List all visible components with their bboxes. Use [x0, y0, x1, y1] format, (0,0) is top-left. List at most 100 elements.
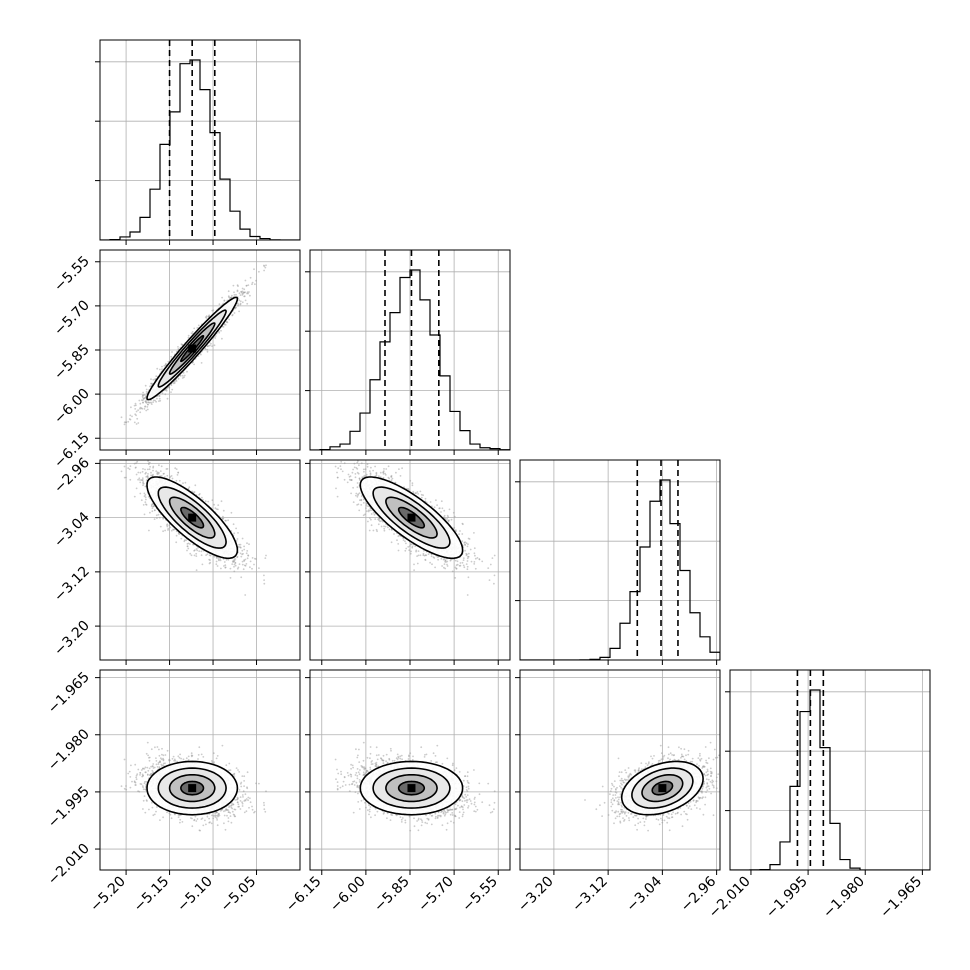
scatter-point: [135, 462, 138, 465]
scatter-point: [148, 529, 150, 532]
scatter-point: [164, 529, 167, 532]
scatter-point: [154, 399, 157, 402]
scatter-point: [150, 403, 153, 405]
scatter-point: [233, 559, 236, 562]
scatter-point: [167, 527, 170, 530]
scatter-point: [174, 467, 177, 470]
scatter-point: [142, 481, 145, 483]
scatter-point: [146, 406, 149, 408]
scatter-point: [232, 284, 235, 287]
scatter-point: [145, 391, 148, 393]
scatter-point: [136, 460, 139, 463]
scatter-point: [187, 334, 190, 337]
scatter-point: [248, 543, 250, 546]
scatter-point: [182, 371, 185, 374]
scatter-point: [139, 481, 142, 484]
scatter-point: [152, 465, 155, 468]
panel-0-0: [95, 39, 301, 245]
scatter-point: [223, 561, 226, 563]
scatter-point: [183, 540, 186, 543]
scatter-point: [166, 523, 169, 526]
scatter-point: [145, 388, 148, 391]
scatter-point: [158, 397, 161, 400]
scatter-point: [215, 508, 218, 510]
scatter-point: [136, 417, 139, 420]
scatter-point: [179, 375, 182, 377]
scatter-point: [135, 410, 138, 413]
scatter-point: [249, 566, 251, 569]
scatter-point: [129, 418, 132, 421]
scatter-point: [247, 284, 250, 286]
scatter-point: [195, 555, 198, 557]
scatter-point: [142, 397, 145, 400]
scatter-point: [233, 294, 236, 296]
scatter-point: [151, 474, 154, 477]
scatter-point: [150, 474, 153, 477]
contour-line: [168, 322, 216, 375]
scatter-point: [235, 540, 238, 542]
scatter-point: [123, 421, 126, 424]
scatter-point: [230, 511, 233, 514]
scatter-point: [263, 579, 265, 581]
scatter-point: [152, 505, 155, 508]
scatter-point: [150, 378, 152, 381]
scatter-point: [249, 560, 252, 563]
scatter-point: [135, 473, 138, 476]
scatter-point: [164, 389, 167, 392]
scatter-point: [159, 516, 161, 519]
scatter-point: [211, 499, 214, 502]
scatter-point: [221, 517, 224, 520]
scatter-point: [264, 557, 267, 559]
scatter-point: [193, 554, 196, 557]
scatter-point: [223, 565, 225, 567]
scatter-point: [210, 342, 212, 345]
scatter-point: [129, 478, 132, 481]
scatter-point: [243, 559, 246, 561]
scatter-point: [170, 391, 172, 393]
scatter-point: [238, 292, 241, 295]
scatter-point: [225, 558, 228, 561]
contour-line: [146, 296, 239, 401]
scatter-point: [195, 552, 198, 555]
scatter-point: [220, 500, 223, 503]
scatter-point: [127, 467, 130, 470]
scatter-point: [214, 335, 217, 337]
scatter-point: [201, 563, 204, 566]
scatter-point: [170, 529, 173, 532]
scatter-point: [193, 549, 196, 552]
scatter-point: [222, 515, 224, 518]
scatter-point: [127, 420, 130, 423]
scatter-point: [151, 510, 154, 513]
scatter-point: [142, 468, 144, 470]
scatter-point: [155, 470, 158, 473]
scatter-point: [167, 360, 170, 363]
scatter-point: [205, 315, 208, 318]
scatter-point: [142, 504, 145, 506]
scatter-point: [147, 495, 150, 498]
scatter-point: [258, 270, 260, 273]
scatter-point: [255, 279, 257, 282]
scatter-point: [245, 284, 248, 287]
scatter-point: [233, 312, 236, 314]
scatter-point: [207, 345, 210, 347]
scatter-point: [178, 479, 181, 482]
scatter-point: [146, 408, 149, 411]
scatter-point: [130, 406, 132, 409]
scatter-point: [220, 567, 222, 570]
scatter-point: [192, 491, 195, 494]
scatter-point: [211, 345, 213, 347]
scatter-point: [123, 465, 126, 468]
scatter-point: [177, 532, 180, 535]
scatter-point: [144, 396, 147, 399]
scatter-point: [241, 563, 244, 566]
scatter-point: [238, 310, 241, 313]
scatter-point: [188, 486, 191, 489]
density-peak: [188, 344, 197, 353]
scatter-point: [143, 495, 146, 498]
scatter-point: [142, 401, 144, 404]
scatter-point: [139, 402, 142, 405]
scatter-point: [147, 477, 149, 479]
scatter-point: [253, 268, 255, 271]
scatter-point: [139, 492, 142, 495]
scatter-point: [254, 283, 256, 286]
